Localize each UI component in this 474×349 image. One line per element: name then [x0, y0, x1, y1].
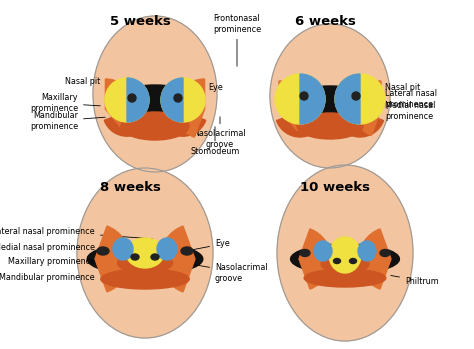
Ellipse shape [282, 86, 378, 122]
Ellipse shape [181, 247, 193, 255]
Ellipse shape [118, 253, 173, 273]
Ellipse shape [101, 269, 189, 289]
Ellipse shape [131, 254, 139, 260]
Ellipse shape [151, 254, 159, 260]
Ellipse shape [291, 244, 400, 274]
Ellipse shape [87, 243, 203, 275]
Ellipse shape [277, 165, 413, 341]
Text: Lateral nasal prominence: Lateral nasal prominence [0, 227, 152, 239]
Ellipse shape [93, 16, 217, 172]
Ellipse shape [334, 259, 340, 263]
Ellipse shape [97, 247, 109, 255]
Ellipse shape [300, 250, 310, 257]
Ellipse shape [321, 255, 369, 273]
Circle shape [352, 92, 360, 100]
Text: Nasolacrimal
groove: Nasolacrimal groove [188, 263, 268, 283]
Ellipse shape [358, 241, 376, 261]
Ellipse shape [113, 238, 133, 260]
Text: Eye: Eye [189, 239, 230, 251]
Text: Nasal pit: Nasal pit [359, 82, 420, 96]
Ellipse shape [297, 113, 363, 139]
Text: 8 weeks: 8 weeks [100, 181, 161, 194]
Text: Mandibular prominence: Mandibular prominence [0, 271, 127, 282]
Wedge shape [353, 81, 381, 135]
Wedge shape [276, 112, 323, 137]
Circle shape [300, 92, 308, 100]
Ellipse shape [161, 78, 205, 122]
Ellipse shape [270, 24, 390, 168]
Ellipse shape [275, 74, 325, 124]
Text: Philtrum: Philtrum [391, 275, 439, 285]
Ellipse shape [126, 238, 164, 268]
Text: Eye: Eye [188, 82, 223, 99]
Wedge shape [105, 79, 136, 132]
Ellipse shape [335, 74, 385, 124]
Wedge shape [104, 112, 150, 136]
Ellipse shape [105, 78, 149, 122]
Wedge shape [160, 226, 195, 292]
Wedge shape [174, 79, 205, 137]
Text: Maxillary prominence: Maxillary prominence [8, 257, 117, 266]
Ellipse shape [349, 259, 356, 263]
Text: Lateral nasal
prominence: Lateral nasal prominence [361, 89, 437, 109]
Text: Nasolacrimal
groove: Nasolacrimal groove [194, 117, 246, 149]
Wedge shape [300, 74, 325, 124]
Ellipse shape [157, 238, 177, 260]
Wedge shape [337, 112, 383, 137]
Wedge shape [335, 74, 360, 124]
Text: Stomodeum: Stomodeum [191, 127, 240, 156]
Circle shape [174, 94, 182, 102]
Ellipse shape [380, 250, 390, 257]
Ellipse shape [107, 85, 203, 123]
Text: 5 weeks: 5 weeks [110, 15, 171, 28]
Ellipse shape [121, 112, 189, 140]
Wedge shape [279, 81, 307, 131]
Text: Frontonasal
prominence: Frontonasal prominence [213, 14, 261, 66]
Ellipse shape [329, 237, 361, 273]
Wedge shape [299, 229, 331, 289]
Ellipse shape [314, 241, 332, 261]
Text: Nasal pit: Nasal pit [65, 76, 128, 96]
Wedge shape [161, 78, 183, 122]
Wedge shape [95, 226, 130, 292]
Circle shape [128, 94, 136, 102]
Wedge shape [359, 229, 391, 289]
Text: 6 weeks: 6 weeks [295, 15, 356, 28]
Ellipse shape [304, 269, 386, 287]
Text: Maxillary
prominence: Maxillary prominence [30, 93, 100, 113]
Wedge shape [160, 112, 206, 136]
Wedge shape [127, 78, 149, 122]
Text: 10 weeks: 10 weeks [300, 181, 370, 194]
Ellipse shape [77, 168, 213, 338]
Text: Mandibular
prominence: Mandibular prominence [30, 111, 105, 131]
Text: Medial nasal
prominence: Medial nasal prominence [358, 101, 436, 121]
Text: Medial nasal prominence: Medial nasal prominence [0, 243, 137, 252]
